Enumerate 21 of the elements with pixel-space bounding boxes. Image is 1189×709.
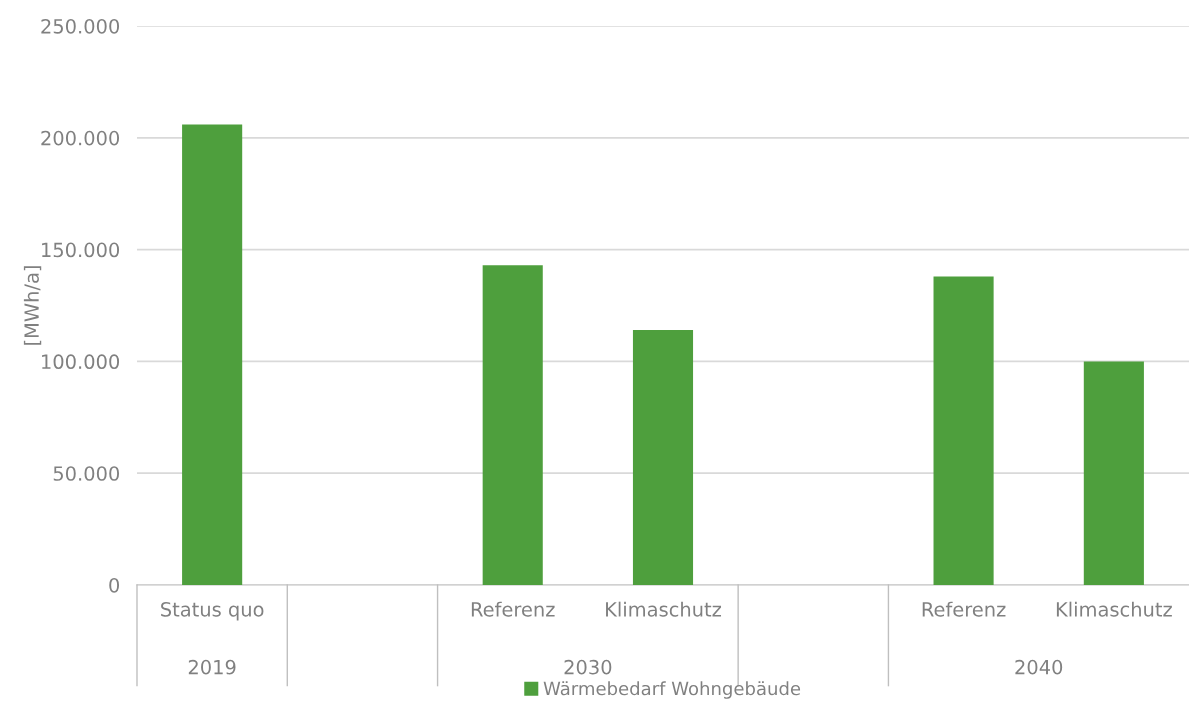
y-tick-label: 250.000: [41, 18, 120, 34]
text: 2040: [1015, 659, 1063, 675]
x-tick-label: Status quo: [161, 602, 264, 621]
y-tick-label: 100.000: [42, 354, 120, 370]
text: 2030: [564, 659, 612, 675]
x-tick-label: Referenz: [922, 601, 1006, 617]
x-tick-label: Klimaschutz: [1056, 601, 1172, 617]
y-tick-label: 0: [109, 577, 120, 593]
y-tick-label: 150.000: [42, 242, 120, 258]
y-tick-label: 200.000: [41, 130, 120, 146]
legend-label: Wärmebedarf Wohngebäude: [543, 681, 801, 699]
x-tick-label: Referenz: [471, 601, 555, 617]
x-tick-label: Klimaschutz: [606, 601, 722, 617]
bar: [482, 265, 543, 585]
text: 2019: [188, 659, 236, 675]
bar: [632, 330, 694, 585]
y-tick-label: 50.000: [53, 466, 120, 481]
bar: [1083, 361, 1144, 585]
y-axis-title: [MWh/a]: [23, 266, 42, 345]
bar: [182, 124, 243, 585]
bar: [933, 276, 994, 585]
